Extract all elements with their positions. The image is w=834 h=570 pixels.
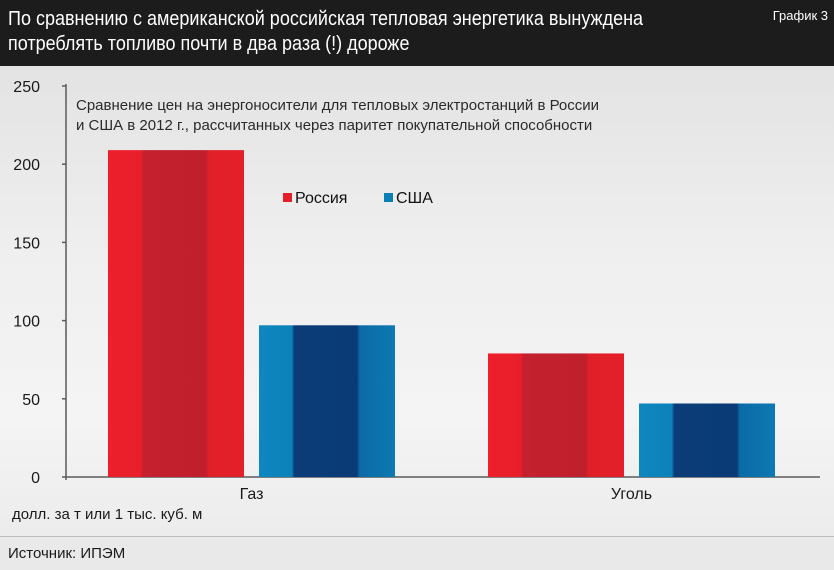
source-note: Источник: ИПЭМ [8, 545, 126, 562]
bars [108, 150, 775, 477]
chart-title: По сравнению с американской российская т… [8, 8, 644, 55]
y-tick-label: 100 [13, 314, 40, 331]
legend-label-usa: США [396, 190, 433, 207]
chart-subtitle-line1: Сравнение цен на энергоносители для тепл… [76, 97, 599, 114]
footer-bar: Источник: ИПЭМ [0, 536, 834, 570]
y-tick-label: 0 [31, 470, 40, 487]
y-tick-label: 50 [22, 392, 40, 409]
bar-russia-gas [108, 150, 244, 477]
header-bar: По сравнению с американской российская т… [0, 0, 834, 66]
unit-label: долл. за т или 1 тыс. куб. м [12, 506, 202, 523]
y-tick-label: 250 [13, 79, 40, 96]
legend-swatch-usa [384, 193, 393, 202]
y-tick-label: 200 [13, 157, 40, 174]
bar-russia-coal [488, 353, 624, 477]
chart-number-label: График 3 [772, 8, 828, 23]
x-ticks: Газ Уголь [240, 486, 652, 503]
bar-usa-gas [259, 325, 395, 477]
x-category-label: Уголь [611, 486, 652, 503]
y-axis: 0 50 100 150 200 250 [13, 79, 67, 487]
bar-usa-coal [639, 403, 775, 477]
x-category-label: Газ [240, 486, 264, 503]
legend-label-russia: Россия [295, 190, 347, 207]
legend-swatch-russia [283, 193, 292, 202]
chart-subtitle-line2: и США в 2012 г., рассчитанных через пари… [76, 117, 592, 134]
y-tick-label: 150 [13, 235, 40, 252]
legend: Россия США [283, 190, 433, 207]
y-ticks: 0 50 100 150 200 250 [13, 79, 66, 487]
